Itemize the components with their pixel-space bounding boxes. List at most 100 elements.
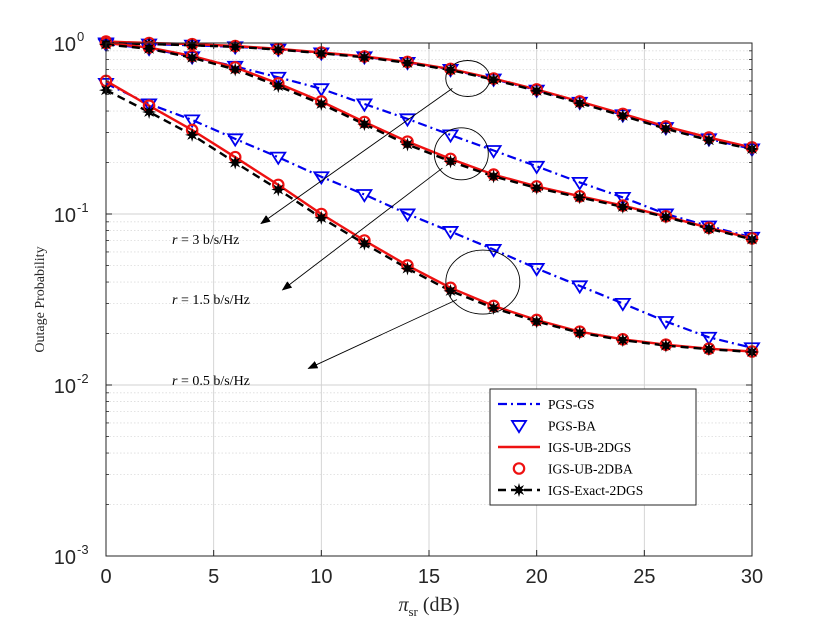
marker-pgs-ba-r0_5 [614, 297, 632, 312]
annotation-label: r = 3 b/s/Hz [172, 233, 239, 248]
marker-pgs-ba-r0_5 [657, 316, 675, 330]
marker-igs-exact-2dgs-r3 [314, 46, 329, 61]
x-tick-label: 5 [208, 566, 219, 588]
marker-igs-exact-2dgs-r0_5 [142, 104, 157, 120]
marker-pgs-ba-r0_5 [355, 189, 374, 203]
x-tick-label: 15 [418, 566, 440, 588]
marker-igs-exact-2dgs-r1_5 [701, 221, 716, 236]
marker-igs-exact-2dgs-r0_5 [400, 261, 415, 276]
marker-igs-exact-2dgs-r1_5 [271, 79, 286, 94]
marker-igs-exact-2dgs-r3 [185, 38, 200, 53]
marker-pgs-ba-r1_5 [484, 145, 503, 159]
legend-marker-pgs-ba [510, 420, 528, 434]
annotation-arrow [281, 167, 443, 291]
annotation-label: r = 0.5 b/s/Hz [172, 374, 250, 389]
marker-igs-exact-2dgs-r1_5 [228, 62, 243, 77]
marker-igs-exact-2dgs-r1_5 [486, 169, 501, 184]
marker-igs-exact-2dgs-r0_5 [357, 236, 372, 251]
y-tick-exponent: -1 [77, 200, 89, 215]
annotation-ellipse [445, 249, 521, 315]
y-tick-label: 10 [54, 205, 76, 227]
marker-igs-exact-2dgs-r1_5 [400, 137, 415, 152]
marker-pgs-ba-r0_5 [226, 133, 244, 148]
marker-igs-exact-2dgs-r3 [271, 42, 286, 57]
marker-pgs-ba-r1_5 [528, 160, 546, 175]
x-tick-label: 10 [310, 566, 332, 588]
annotations: r = 3 b/s/Hz r = 1.5 b/s/Hz r = 0.5 b/s/Hz [172, 60, 521, 389]
marker-pgs-ba-r1_5 [441, 129, 460, 144]
marker-igs-exact-2dgs-r0_5 [529, 314, 544, 329]
y-tick-exponent: -2 [77, 371, 89, 386]
annotation-ellipse [445, 60, 491, 97]
marker-pgs-ba-r0_5 [312, 171, 330, 186]
marker-pgs-ba-r1_5 [614, 191, 632, 206]
x-tick-label: 30 [741, 566, 763, 588]
legend-marker-igs-exact-2dgs [512, 483, 526, 497]
marker-pgs-ba-r0_5 [700, 331, 718, 346]
annotation-label: r = 1.5 b/s/Hz [172, 293, 250, 308]
marker-pgs-ba-r1_5 [700, 220, 718, 235]
marker-igs-exact-2dgs-r3 [357, 50, 372, 65]
legend-label-pgs-ba: PGS-BA [548, 419, 596, 434]
marker-igs-exact-2dgs-r0_5 [228, 155, 243, 170]
marker-igs-exact-2dgs-r1_5 [529, 180, 544, 196]
marker-igs-exact-2dgs-r1_5 [357, 117, 372, 132]
y-tick-label: 10 [54, 34, 76, 56]
y-axis-label: Outage Probability [33, 246, 48, 352]
marker-pgs-ba-r0_5 [441, 226, 460, 240]
legend-label-pgs-gs: PGS-GS [548, 397, 595, 412]
annotation-ellipse [433, 127, 489, 181]
y-tick-exponent: -3 [77, 542, 89, 557]
marker-igs-exact-2dgs-r0_5 [658, 338, 673, 353]
marker-igs-exact-2dgs-r0_5 [271, 182, 286, 197]
series-line-pgs-gs-r0_5 [105, 82, 753, 349]
marker-pgs-ba-r0_5 [528, 263, 546, 277]
marker-igs-exact-2dgs-r1_5 [314, 96, 329, 112]
x-tick-label: 20 [526, 566, 548, 588]
marker-igs-exact-2dgs-r1_5 [443, 154, 458, 169]
marker-igs-exact-2dgs-r1_5 [658, 209, 673, 225]
series-line-igs-exact-2dgs-r0_5 [105, 89, 753, 354]
marker-igs-exact-2dgs-r0_5 [701, 342, 716, 357]
marker-pgs-ba-r1_5 [657, 208, 675, 223]
marker-pgs-ba-r0_5 [398, 208, 417, 223]
marker-igs-exact-2dgs-r0_5 [486, 301, 501, 315]
marker-igs-exact-2dgs-r3 [529, 83, 544, 98]
marker-pgs-ba-r1_5 [355, 98, 374, 113]
x-tick-label: 0 [100, 566, 111, 588]
marker-pgs-ba-r1_5 [312, 83, 330, 98]
y-tick-label: 10 [54, 376, 76, 398]
legend: PGS-GS PGS-BA IGS-UB-2DGS IGS-UB-2DBA IGS-Ex… [489, 388, 697, 506]
y-tick-exponent: 0 [77, 29, 84, 44]
x-tick-label: 25 [633, 566, 655, 588]
legend-label-igs-exact-2dgs: IGS-Exact-2DGS [548, 483, 643, 498]
marker-igs-exact-2dgs-r1_5 [615, 199, 630, 214]
legend-label-igs-ub-2dba: IGS-UB-2DBA [548, 462, 633, 477]
annotation-arrow [260, 88, 453, 225]
y-tick-label: 10 [54, 547, 76, 569]
marker-igs-exact-2dgs-r3 [658, 121, 673, 136]
marker-igs-exact-2dgs-r1_5 [185, 50, 200, 65]
series-line-igs-exact-2dgs-r1_5 [105, 43, 753, 241]
legend-marker-igs-ub-2dba [512, 462, 526, 475]
marker-igs-exact-2dgs-r1_5 [142, 41, 157, 56]
marker-igs-exact-2dgs-r0_5 [572, 325, 587, 340]
marker-pgs-ba-r1_5 [398, 113, 417, 128]
x-axis-label: πsr (dB) [398, 594, 459, 619]
marker-pgs-ba-r0_5 [571, 280, 589, 295]
marker-igs-exact-2dgs-r3 [443, 62, 458, 78]
marker-pgs-ba-r1_5 [571, 176, 589, 191]
marker-igs-exact-2dgs-r0_5 [443, 283, 458, 298]
marker-igs-exact-2dgs-r0_5 [615, 333, 630, 348]
legend-label-igs-ub-2dgs: IGS-UB-2DGS [548, 440, 631, 455]
marker-igs-exact-2dgs-r0_5 [185, 127, 200, 142]
marker-igs-exact-2dgs-r0_5 [314, 210, 329, 225]
marker-igs-exact-2dgs-r3 [701, 133, 716, 148]
marker-igs-exact-2dgs-r3 [615, 108, 630, 123]
annotation-arrow [307, 299, 458, 369]
marker-pgs-ba-r0_5 [269, 151, 287, 166]
marker-igs-exact-2dgs-r3 [572, 96, 587, 111]
marker-igs-exact-2dgs-r3 [228, 39, 243, 54]
